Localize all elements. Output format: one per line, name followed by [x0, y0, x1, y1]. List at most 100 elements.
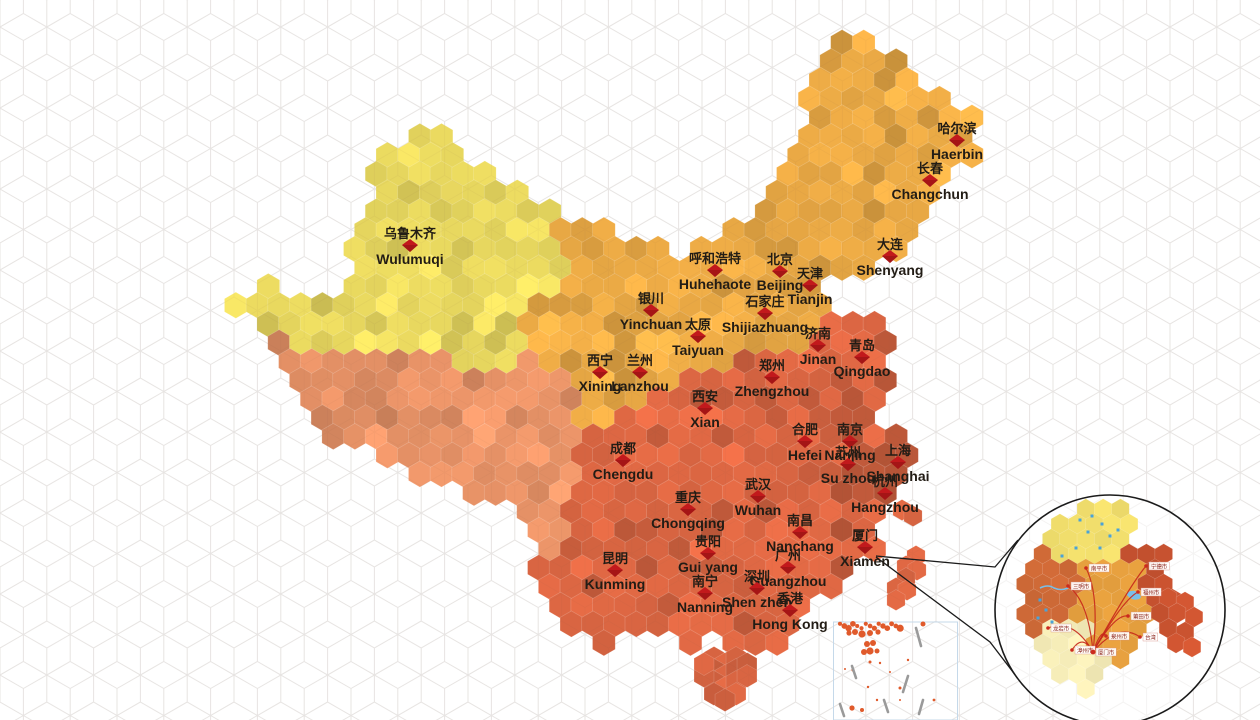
location-diamond-shadow: [882, 256, 898, 263]
island-dot: [932, 698, 936, 702]
city-marker[interactable]: 呼和浩特 Huhehaote: [679, 251, 752, 292]
location-diamond-shadow: [592, 372, 608, 379]
island-dot: [850, 620, 856, 627]
location-diamond-shadow: [854, 357, 870, 364]
city-label-en: Xining: [579, 378, 622, 394]
city-marker[interactable]: 南京 Nanjing: [824, 422, 875, 463]
city-label-zh: 太原: [684, 317, 711, 332]
city-label-en: Xiamen: [840, 553, 890, 569]
city-marker[interactable]: 重庆 Chongqing: [651, 490, 725, 531]
nine-dash-line-segment: [917, 698, 925, 716]
city-marker[interactable]: 银川 Yinchuan: [620, 291, 683, 332]
city-marker[interactable]: 长春 Changchun: [892, 161, 969, 202]
city-label-en: Hangzhou: [851, 499, 919, 515]
svg-text:三明市: 三明市: [1073, 582, 1090, 590]
poi-dot: [1100, 522, 1104, 526]
city-marker[interactable]: 西安 Xian: [690, 389, 720, 430]
island-dot: [864, 641, 870, 647]
city-marker[interactable]: 昆明 Kunming: [585, 551, 646, 592]
location-diamond-shadow: [402, 245, 418, 252]
island-dot: [889, 671, 891, 673]
nine-dash-line-segment: [838, 702, 846, 718]
city-label-zh: 西安: [692, 389, 718, 404]
city-marker[interactable]: 厦门 Xiamen: [840, 528, 890, 569]
city-marker[interactable]: 北京 Beijing: [757, 252, 804, 293]
location-diamond-shadow: [697, 593, 713, 600]
city-marker[interactable]: 香港 Hong Kong: [752, 591, 827, 632]
city-marker[interactable]: 南宁 Nanning: [677, 574, 733, 615]
inset-city-label: 龙岩市: [1046, 623, 1072, 632]
city-label-en: Wuhan: [735, 502, 781, 518]
city-label-zh: 乌鲁木齐: [384, 226, 437, 241]
nine-dash-line-segment: [850, 664, 858, 680]
island-dot: [876, 621, 881, 626]
city-label-zh: 北京: [767, 252, 793, 267]
city-marker[interactable]: 贵阳 Gui yang: [678, 534, 738, 575]
callout-line: [875, 539, 1019, 568]
city-marker[interactable]: 大连 Shenyang: [857, 237, 924, 278]
city-label-en: Beijing: [757, 277, 804, 293]
city-marker[interactable]: 成都 Chengdu: [593, 441, 654, 482]
island-dot: [861, 649, 867, 655]
city-marker[interactable]: 杭州 Hangzhou: [851, 474, 919, 515]
island-dot: [889, 621, 895, 627]
city-marker[interactable]: 石家庄 Shijiazhuang: [722, 294, 808, 335]
city-label-en: Lanzhou: [611, 378, 669, 394]
city-marker[interactable]: 上海 Shanghai: [866, 443, 929, 484]
poi-dot: [1036, 616, 1040, 620]
poi-dot: [1078, 518, 1082, 522]
city-marker[interactable]: 深圳 Shen zhen: [722, 569, 792, 610]
city-label-en: Yinchuan: [620, 316, 683, 332]
city-marker[interactable]: 哈尔滨 Haerbin: [931, 121, 983, 162]
city-dot-icon: [1066, 584, 1070, 588]
city-label-en: Changchun: [892, 186, 969, 202]
city-label-zh: 石家庄: [744, 294, 784, 309]
location-diamond-shadow: [615, 460, 631, 467]
island-dot: [863, 621, 868, 626]
city-marker[interactable]: 合肥 Hefei: [788, 422, 822, 463]
city-label-en: Xian: [690, 414, 720, 430]
city-marker[interactable]: 南昌 Nanchang: [766, 513, 834, 554]
nine-dash-line-segment: [914, 626, 923, 648]
city-label-en: Gui yang: [678, 559, 738, 575]
city-marker[interactable]: 济南 Jinan: [800, 326, 837, 367]
city-label-en: Tianjin: [788, 291, 833, 307]
island-dot: [874, 648, 880, 654]
location-diamond-shadow: [840, 464, 856, 471]
city-marker[interactable]: 郑州 Zhengzhou: [735, 358, 810, 399]
city-marker[interactable]: 太原 Taiyuan: [672, 317, 724, 358]
island-dot: [880, 623, 886, 629]
location-diamond-shadow: [797, 441, 813, 448]
location-diamond-shadow: [750, 496, 766, 503]
city-label-zh: 呼和浩特: [689, 251, 741, 266]
city-marker[interactable]: 乌鲁木齐 Wulumuqi: [376, 226, 443, 267]
island-dot: [852, 629, 858, 635]
city-label-zh: 哈尔滨: [937, 121, 976, 136]
city-dot-icon: [1046, 626, 1050, 630]
city-label-zh: 苏州: [835, 445, 861, 460]
city-marker[interactable]: 广州 Guangzhou: [750, 548, 827, 589]
city-marker[interactable]: 青岛 Qingdao: [834, 338, 891, 379]
city-marker[interactable]: 西宁 Xining: [579, 353, 622, 394]
city-label-en: Shen zhen: [722, 594, 792, 610]
city-label-en: Chengdu: [593, 466, 654, 482]
location-diamond-shadow: [680, 509, 696, 516]
city-label-zh: 大连: [877, 237, 904, 252]
location-diamond-shadow: [697, 408, 713, 415]
city-marker[interactable]: 苏州 Su zhou: [821, 445, 875, 486]
svg-text:台湾: 台湾: [1145, 633, 1156, 641]
island-dot: [867, 623, 873, 629]
city-label-zh: 广州: [775, 548, 801, 563]
city-label-en: Hefei: [788, 447, 822, 463]
island-dot: [875, 698, 879, 702]
city-marker[interactable]: 兰州 Lanzhou: [611, 353, 669, 394]
city-marker[interactable]: 武汉 Wuhan: [735, 477, 781, 518]
inset-city-label: 南平市: [1084, 563, 1110, 572]
city-label-en: Nanchang: [766, 538, 834, 554]
city-label-zh: 南昌: [787, 513, 813, 528]
city-dot-icon: [1136, 590, 1140, 594]
location-diamond-shadow: [922, 180, 938, 187]
city-marker[interactable]: 天津 Tianjin: [788, 266, 833, 307]
